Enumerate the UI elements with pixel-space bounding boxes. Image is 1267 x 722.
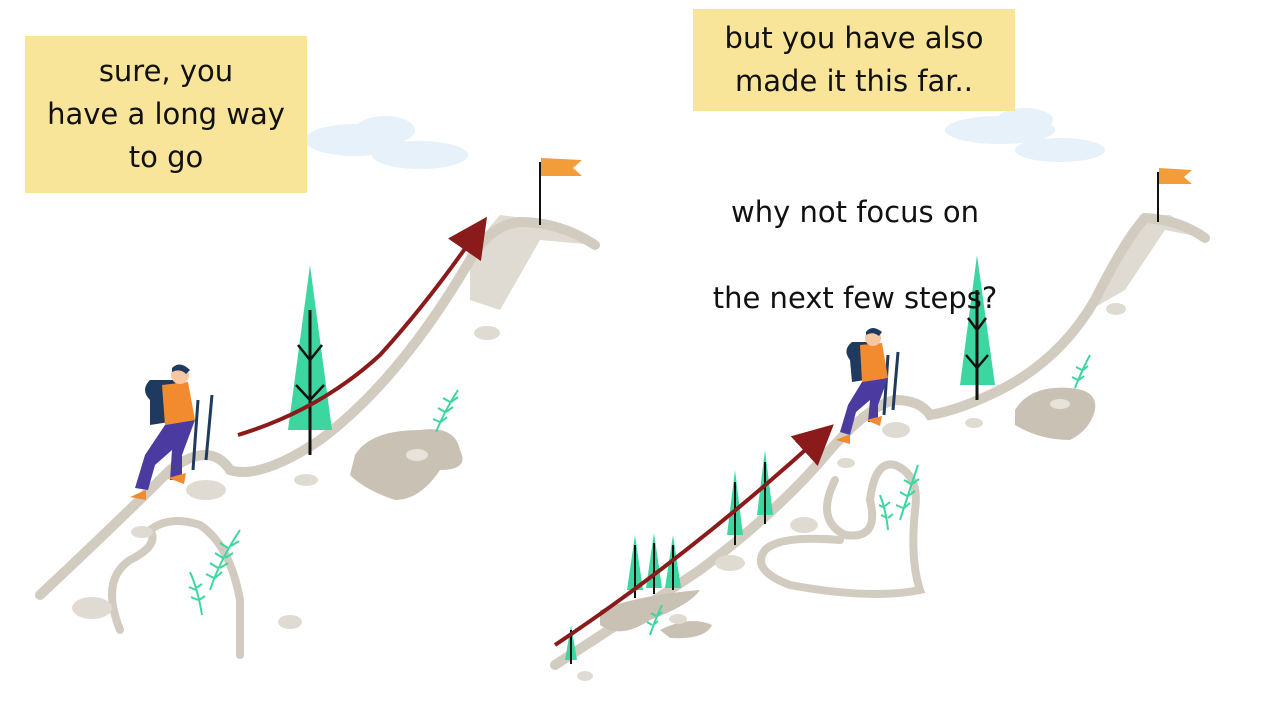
mountain-path [550,212,1210,670]
winding-trail [756,460,926,598]
hiker-icon [130,364,214,500]
right-scene [550,108,1210,681]
mountain-path [35,216,600,600]
boulder [1015,387,1096,440]
tree-icon [288,265,332,455]
note-line: made it this far.. [735,64,973,98]
arrow-icon [553,424,834,647]
mountain-peak [1090,215,1205,310]
rock-shelf [660,621,712,639]
flag-icon [1157,168,1192,222]
note-line: sure, you [98,54,234,88]
flag-icon [539,158,582,225]
boulder [350,429,463,500]
cloud-icon [305,116,468,169]
rock-shelf [600,590,700,632]
question-line: why not focus on [731,195,979,229]
hiker-icon [836,328,900,444]
small-trees [565,450,773,664]
note-line: to go [128,140,204,174]
tree-icon [727,470,743,545]
tree-icon [646,533,662,594]
mountain-peak [470,215,595,310]
sticky-note-right: but you have also made it this far.. [693,9,1015,111]
fern-icon [188,389,459,616]
rocks [72,326,500,629]
note-line: have a long way [47,97,285,131]
tree-icon [757,450,773,524]
winding-trail [108,517,244,659]
left-scene [35,116,600,659]
note-line: but you have also [724,21,984,55]
arrow-icon [237,216,488,437]
question-line: the next few steps? [712,281,998,315]
rocks [577,303,1126,681]
cloud-icon [945,108,1105,162]
fern-icon [646,354,1091,636]
tree-icon [960,255,995,400]
question-text: why not focus on the next few steps? [700,148,1010,363]
sticky-note-left: sure, you have a long way to go [25,36,307,193]
